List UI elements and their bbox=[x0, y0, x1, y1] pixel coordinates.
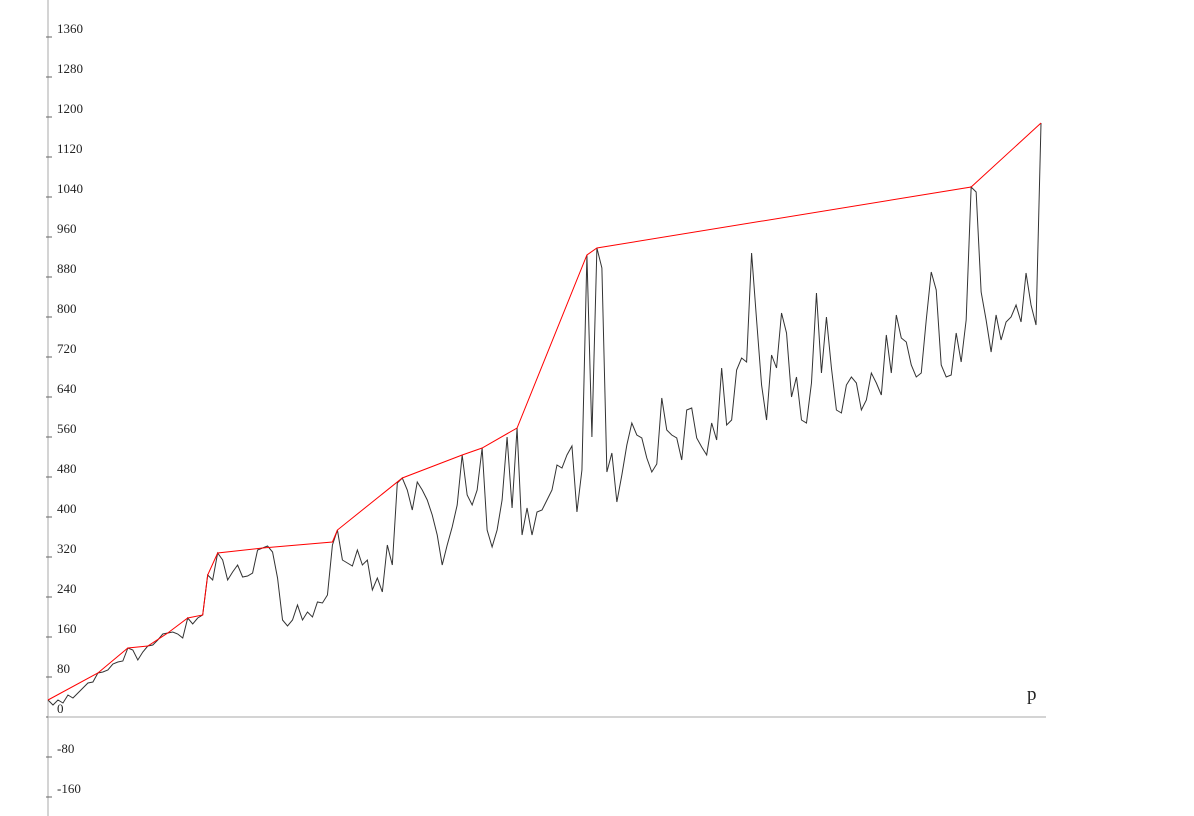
y-tick-label: 80 bbox=[57, 661, 70, 676]
y-tick-label: 1280 bbox=[57, 61, 83, 76]
y-tick-label: 0 bbox=[57, 701, 64, 716]
y-tick-label: 560 bbox=[57, 421, 77, 436]
y-tick-label: 240 bbox=[57, 581, 77, 596]
y-tick-label: 800 bbox=[57, 301, 77, 316]
y-tick-label: 160 bbox=[57, 621, 77, 636]
y-tick-label: 1360 bbox=[57, 21, 83, 36]
x-axis-label: p bbox=[1027, 684, 1037, 705]
y-tick-label: 1120 bbox=[57, 141, 83, 156]
line-series bbox=[47, 122, 1042, 701]
y-tick-label: 1200 bbox=[57, 101, 83, 116]
y-tick-label: 880 bbox=[57, 261, 77, 276]
line-series bbox=[47, 122, 1042, 706]
y-tick-label: 480 bbox=[57, 461, 77, 476]
y-tick-label: -80 bbox=[57, 741, 74, 756]
y-tick-label: 1040 bbox=[57, 181, 83, 196]
y-tick-label: 960 bbox=[57, 221, 77, 236]
y-tick-label: 400 bbox=[57, 501, 77, 516]
y-tick-label: 720 bbox=[57, 341, 77, 356]
y-tick-label: 640 bbox=[57, 381, 77, 396]
y-tick-label: 320 bbox=[57, 541, 77, 556]
y-tick-label: -160 bbox=[57, 781, 81, 796]
